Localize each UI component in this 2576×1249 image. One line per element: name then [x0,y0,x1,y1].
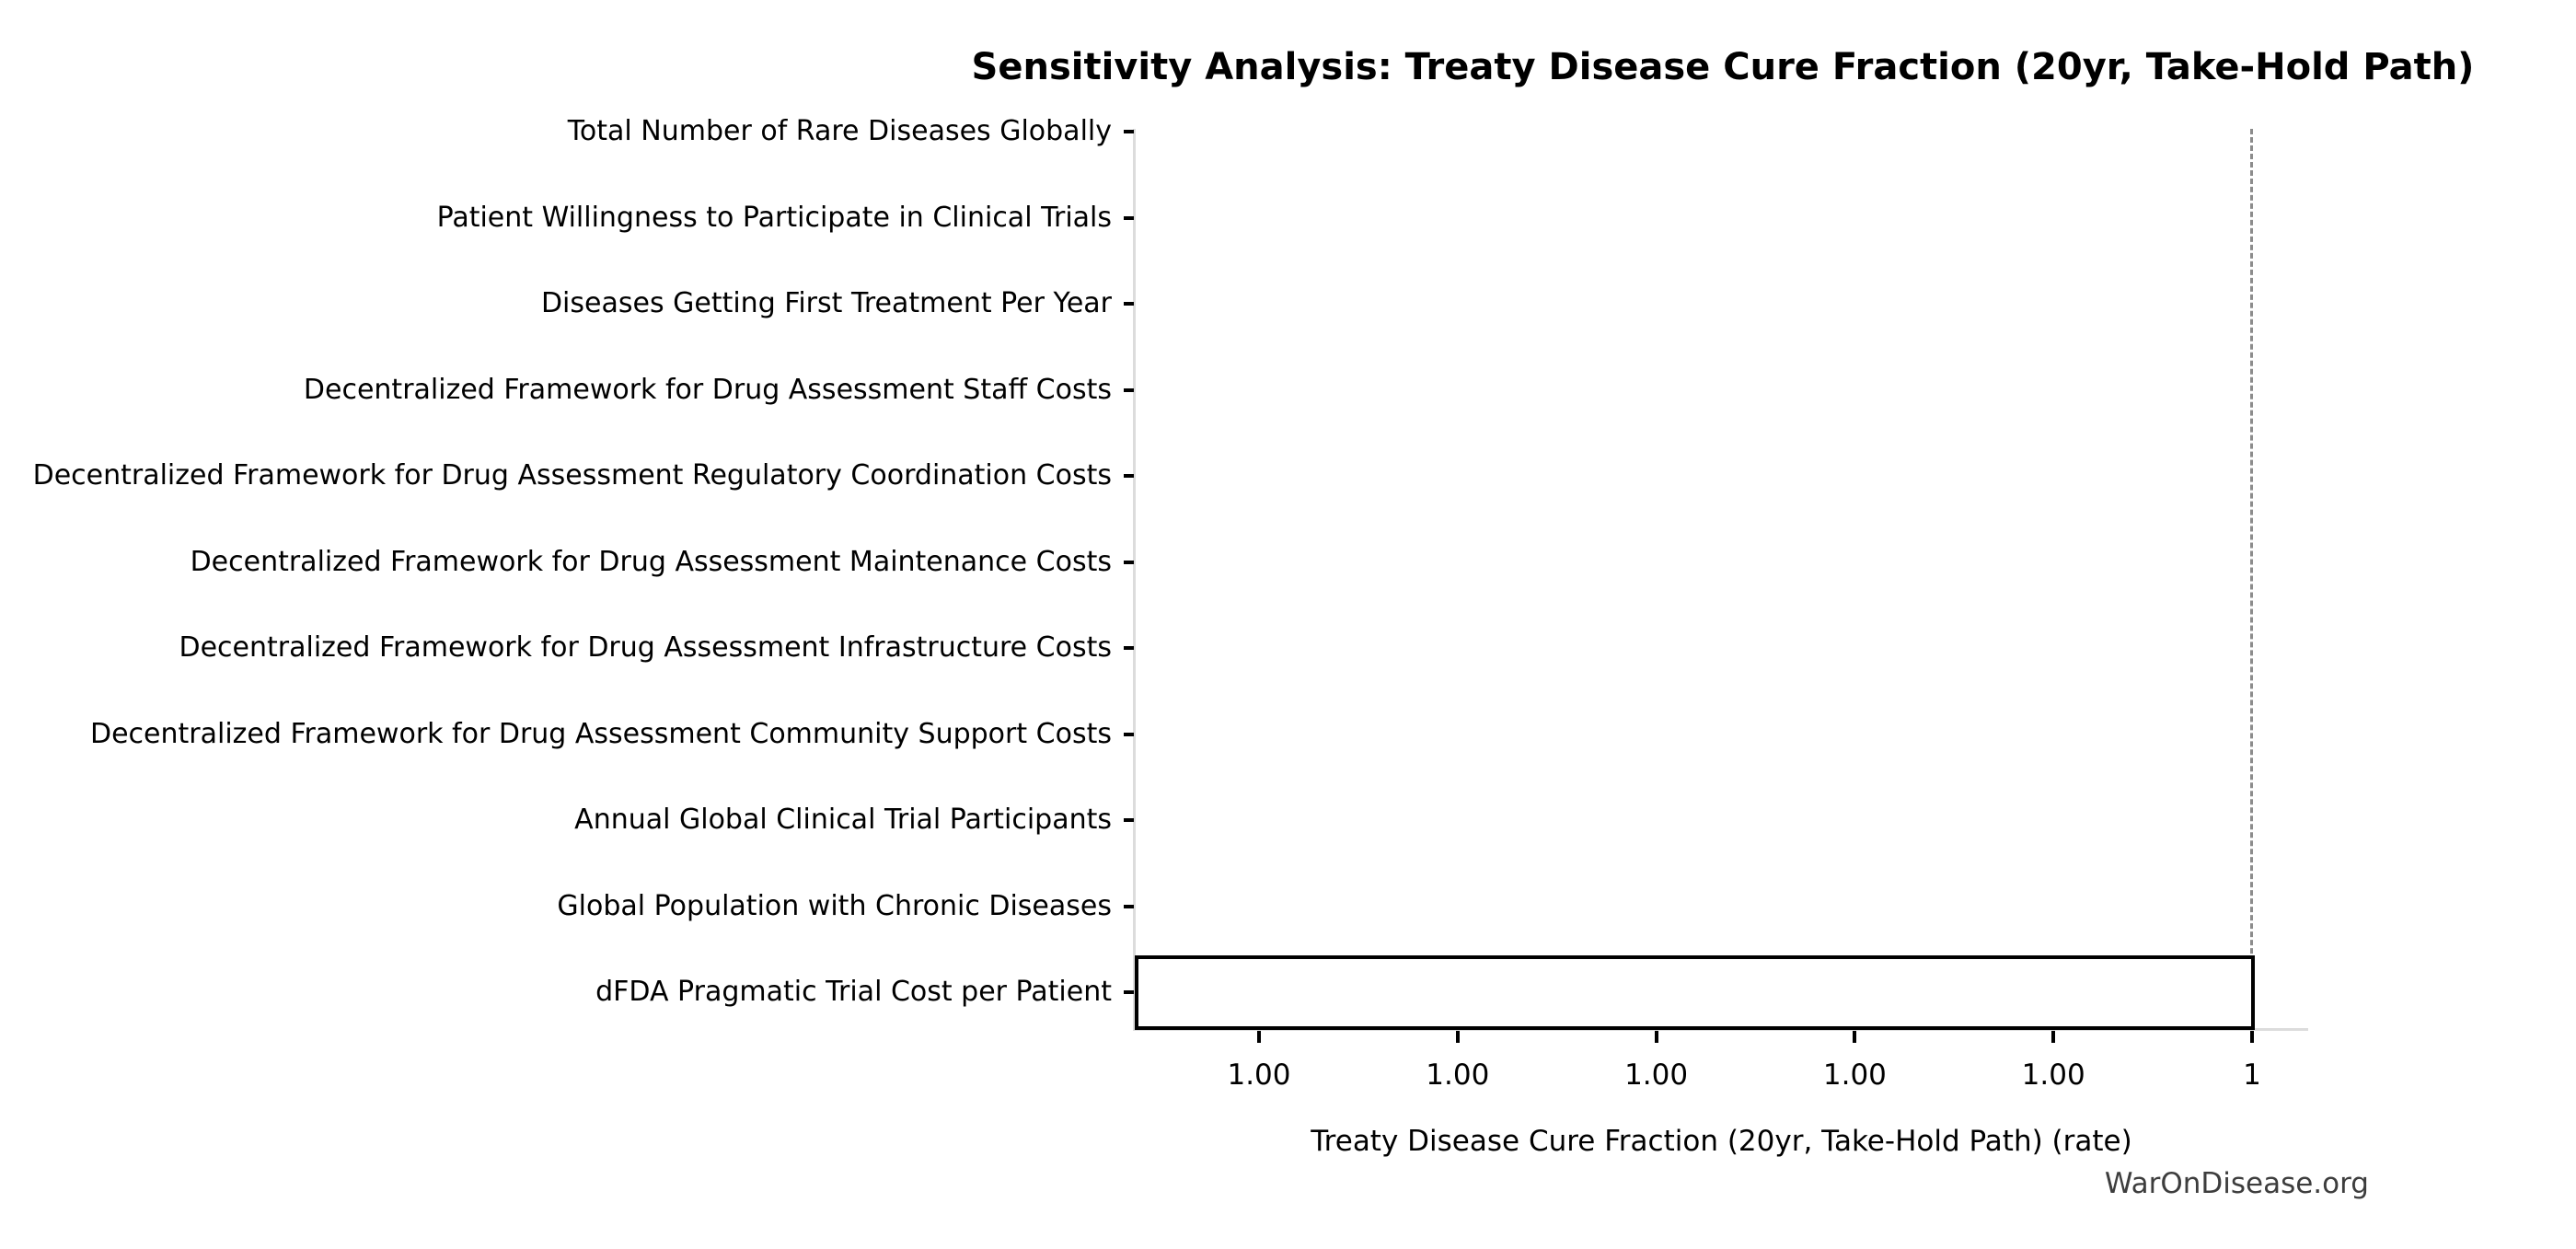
watermark: WarOnDisease.org [2104,1167,2369,1200]
sensitivity-bar [1135,954,2255,1030]
x-axis-tick-label: 1.00 [2021,1058,2085,1092]
x-axis-tick-label: 1.00 [1426,1058,1490,1092]
reference-line [2250,129,2253,1028]
y-axis-tick [1124,302,1134,306]
y-axis-label: dFDA Pragmatic Trial Cost per Patient [595,976,1112,1008]
y-axis-spine [1133,129,1136,1029]
y-axis-label: Annual Global Clinical Trial Participant… [574,804,1112,836]
x-axis-tick [1853,1031,1857,1043]
chart-title: Sensitivity Analysis: Treaty Disease Cur… [971,46,2475,88]
y-axis-label: Decentralized Framework for Drug Assessm… [190,545,1112,578]
y-axis-label: Diseases Getting First Treatment Per Yea… [540,287,1112,319]
x-axis-tick-label: 1.00 [1822,1058,1887,1092]
y-axis-tick [1124,474,1134,478]
y-axis-tick [1124,732,1134,736]
x-axis-tick-label: 1 [2243,1058,2261,1092]
y-axis-label: Decentralized Framework for Drug Assessm… [303,373,1112,406]
y-axis-label: Decentralized Framework for Drug Assessm… [90,717,1112,750]
y-axis-tick [1124,818,1134,822]
y-axis-tick [1124,560,1134,564]
y-axis-tick [1124,646,1134,650]
x-axis-tick [1654,1031,1658,1043]
y-axis-tick [1124,130,1134,133]
x-axis-tick [2250,1031,2254,1043]
x-axis-tick [2051,1031,2056,1043]
y-axis-tick [1124,387,1134,392]
y-axis-label: Decentralized Framework for Drug Assessm… [179,631,1112,664]
x-axis-label: Treaty Disease Cure Fraction (20yr, Take… [1311,1125,2132,1158]
x-axis-tick-label: 1.00 [1227,1058,1291,1092]
x-axis-spine [1133,1028,2308,1031]
x-axis-tick [1257,1031,1261,1043]
x-axis-tick [1455,1031,1460,1043]
y-axis-label: Total Number of Rare Diseases Globally [567,115,1112,147]
y-axis-label: Decentralized Framework for Drug Assessm… [32,459,1112,492]
y-axis-tick [1124,990,1134,994]
x-axis-tick-label: 1.00 [1624,1058,1689,1092]
y-axis-label: Global Population with Chronic Diseases [557,889,1112,922]
y-axis-label: Patient Willingness to Participate in Cl… [436,201,1112,234]
y-axis-tick [1124,215,1134,220]
y-axis-tick [1124,904,1134,908]
